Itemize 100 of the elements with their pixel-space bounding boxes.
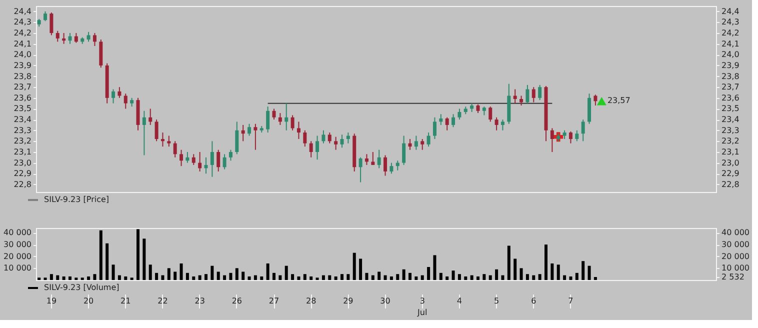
bar — [476, 276, 480, 280]
y2-tick-label: 40 000 — [722, 228, 750, 238]
y-tick-label: 30 000 — [4, 240, 32, 250]
candlestick — [432, 116, 436, 140]
candlestick — [303, 130, 307, 148]
bar — [161, 275, 164, 280]
candlestick — [334, 136, 338, 150]
candlestick — [254, 123, 258, 150]
bar — [507, 246, 510, 280]
candlestick — [216, 149, 220, 172]
bar — [420, 275, 424, 280]
y2-tick-label: 23,7 — [722, 82, 740, 92]
y2-tick-label: 23,4 — [722, 115, 740, 124]
bar — [352, 252, 356, 280]
candlestick — [445, 116, 449, 131]
y-tick-label: 23,5 — [14, 104, 32, 114]
bar — [136, 229, 140, 280]
candlestick — [439, 114, 443, 126]
bar — [556, 264, 560, 280]
y-tick-label: 24,0 — [14, 50, 32, 60]
y-tick-label: 24,3 — [14, 18, 32, 27]
candlestick — [520, 95, 524, 106]
bar — [340, 274, 344, 280]
candlestick — [278, 112, 282, 126]
bar — [272, 272, 276, 280]
bar — [167, 268, 170, 280]
candlestick — [124, 93, 128, 110]
y-tick-label: 24,2 — [14, 28, 32, 38]
candlestick — [568, 130, 572, 144]
candlestick — [180, 149, 184, 167]
candlestick — [167, 135, 171, 148]
candlestick — [328, 132, 332, 144]
bar — [87, 276, 90, 280]
candlestick — [488, 106, 492, 122]
x-tick-label: 28 — [306, 296, 316, 306]
bar — [414, 276, 418, 280]
y-tick-label: 22,9 — [14, 169, 32, 178]
y2-tick-label: 24,2 — [722, 28, 740, 38]
bar — [488, 275, 492, 280]
y2-tick-label: 20 000 — [722, 252, 750, 261]
y-tick-label: 23,7 — [14, 82, 32, 92]
y2-tick-label: 23,8 — [722, 72, 740, 81]
candlestick — [62, 32, 66, 44]
candlestick — [550, 128, 554, 152]
candlestick — [210, 140, 214, 178]
candlestick — [452, 114, 456, 128]
candlestick — [198, 151, 202, 172]
candlestick — [414, 135, 418, 150]
y2-tick-label: 10 000 — [722, 264, 750, 273]
candlestick — [235, 121, 239, 155]
candlestick — [594, 94, 598, 106]
x-tick-label: 6 — [531, 296, 536, 306]
bar — [254, 275, 257, 280]
candlestick — [532, 86, 536, 103]
bar — [402, 269, 406, 280]
bar — [365, 272, 368, 280]
candlestick — [241, 124, 245, 142]
x-tick-label: 7 — [568, 296, 574, 306]
bar — [396, 274, 400, 280]
bar — [198, 275, 202, 280]
bar — [118, 275, 121, 280]
x-tick-label: 19 — [46, 296, 57, 306]
bar — [93, 274, 96, 280]
candlestick — [204, 156, 208, 174]
y-tick-label: 23,4 — [14, 115, 32, 124]
bar — [346, 274, 350, 280]
y2-tick-label: 23,9 — [722, 60, 740, 70]
y2-tick-label: 22,8 — [722, 180, 740, 189]
y2-tick-label: 2 532 — [722, 272, 744, 282]
candlestick — [142, 110, 146, 156]
candlestick — [384, 154, 388, 176]
bar — [334, 276, 338, 280]
text: SILV-9.23 [Price] — [44, 195, 110, 204]
text: 23,57 — [607, 96, 630, 106]
bar — [550, 263, 554, 280]
bar — [322, 275, 325, 280]
bar — [124, 276, 128, 280]
bar — [384, 275, 387, 280]
candlestick — [99, 39, 103, 68]
y2-tick-label: 23,2 — [722, 136, 740, 146]
bar — [216, 272, 220, 280]
bar — [155, 272, 158, 280]
y2-tick-label: 22,9 — [722, 169, 740, 178]
candlestick — [154, 119, 158, 142]
candlestick — [248, 123, 252, 136]
x-tick-label: 29 — [343, 296, 354, 306]
candlestick — [538, 84, 542, 101]
candlestick — [86, 31, 90, 42]
bar — [291, 274, 294, 280]
candlestick — [173, 140, 177, 158]
x-tick-label: 21 — [120, 296, 131, 306]
bar — [408, 272, 412, 280]
y2-tick-label: 24,4 — [722, 6, 740, 16]
y-tick-label: 23,2 — [14, 136, 32, 146]
bar — [310, 276, 313, 280]
bar — [446, 276, 449, 280]
bar — [284, 266, 288, 280]
bar — [260, 276, 264, 280]
bar — [582, 261, 585, 280]
bar — [452, 270, 455, 280]
